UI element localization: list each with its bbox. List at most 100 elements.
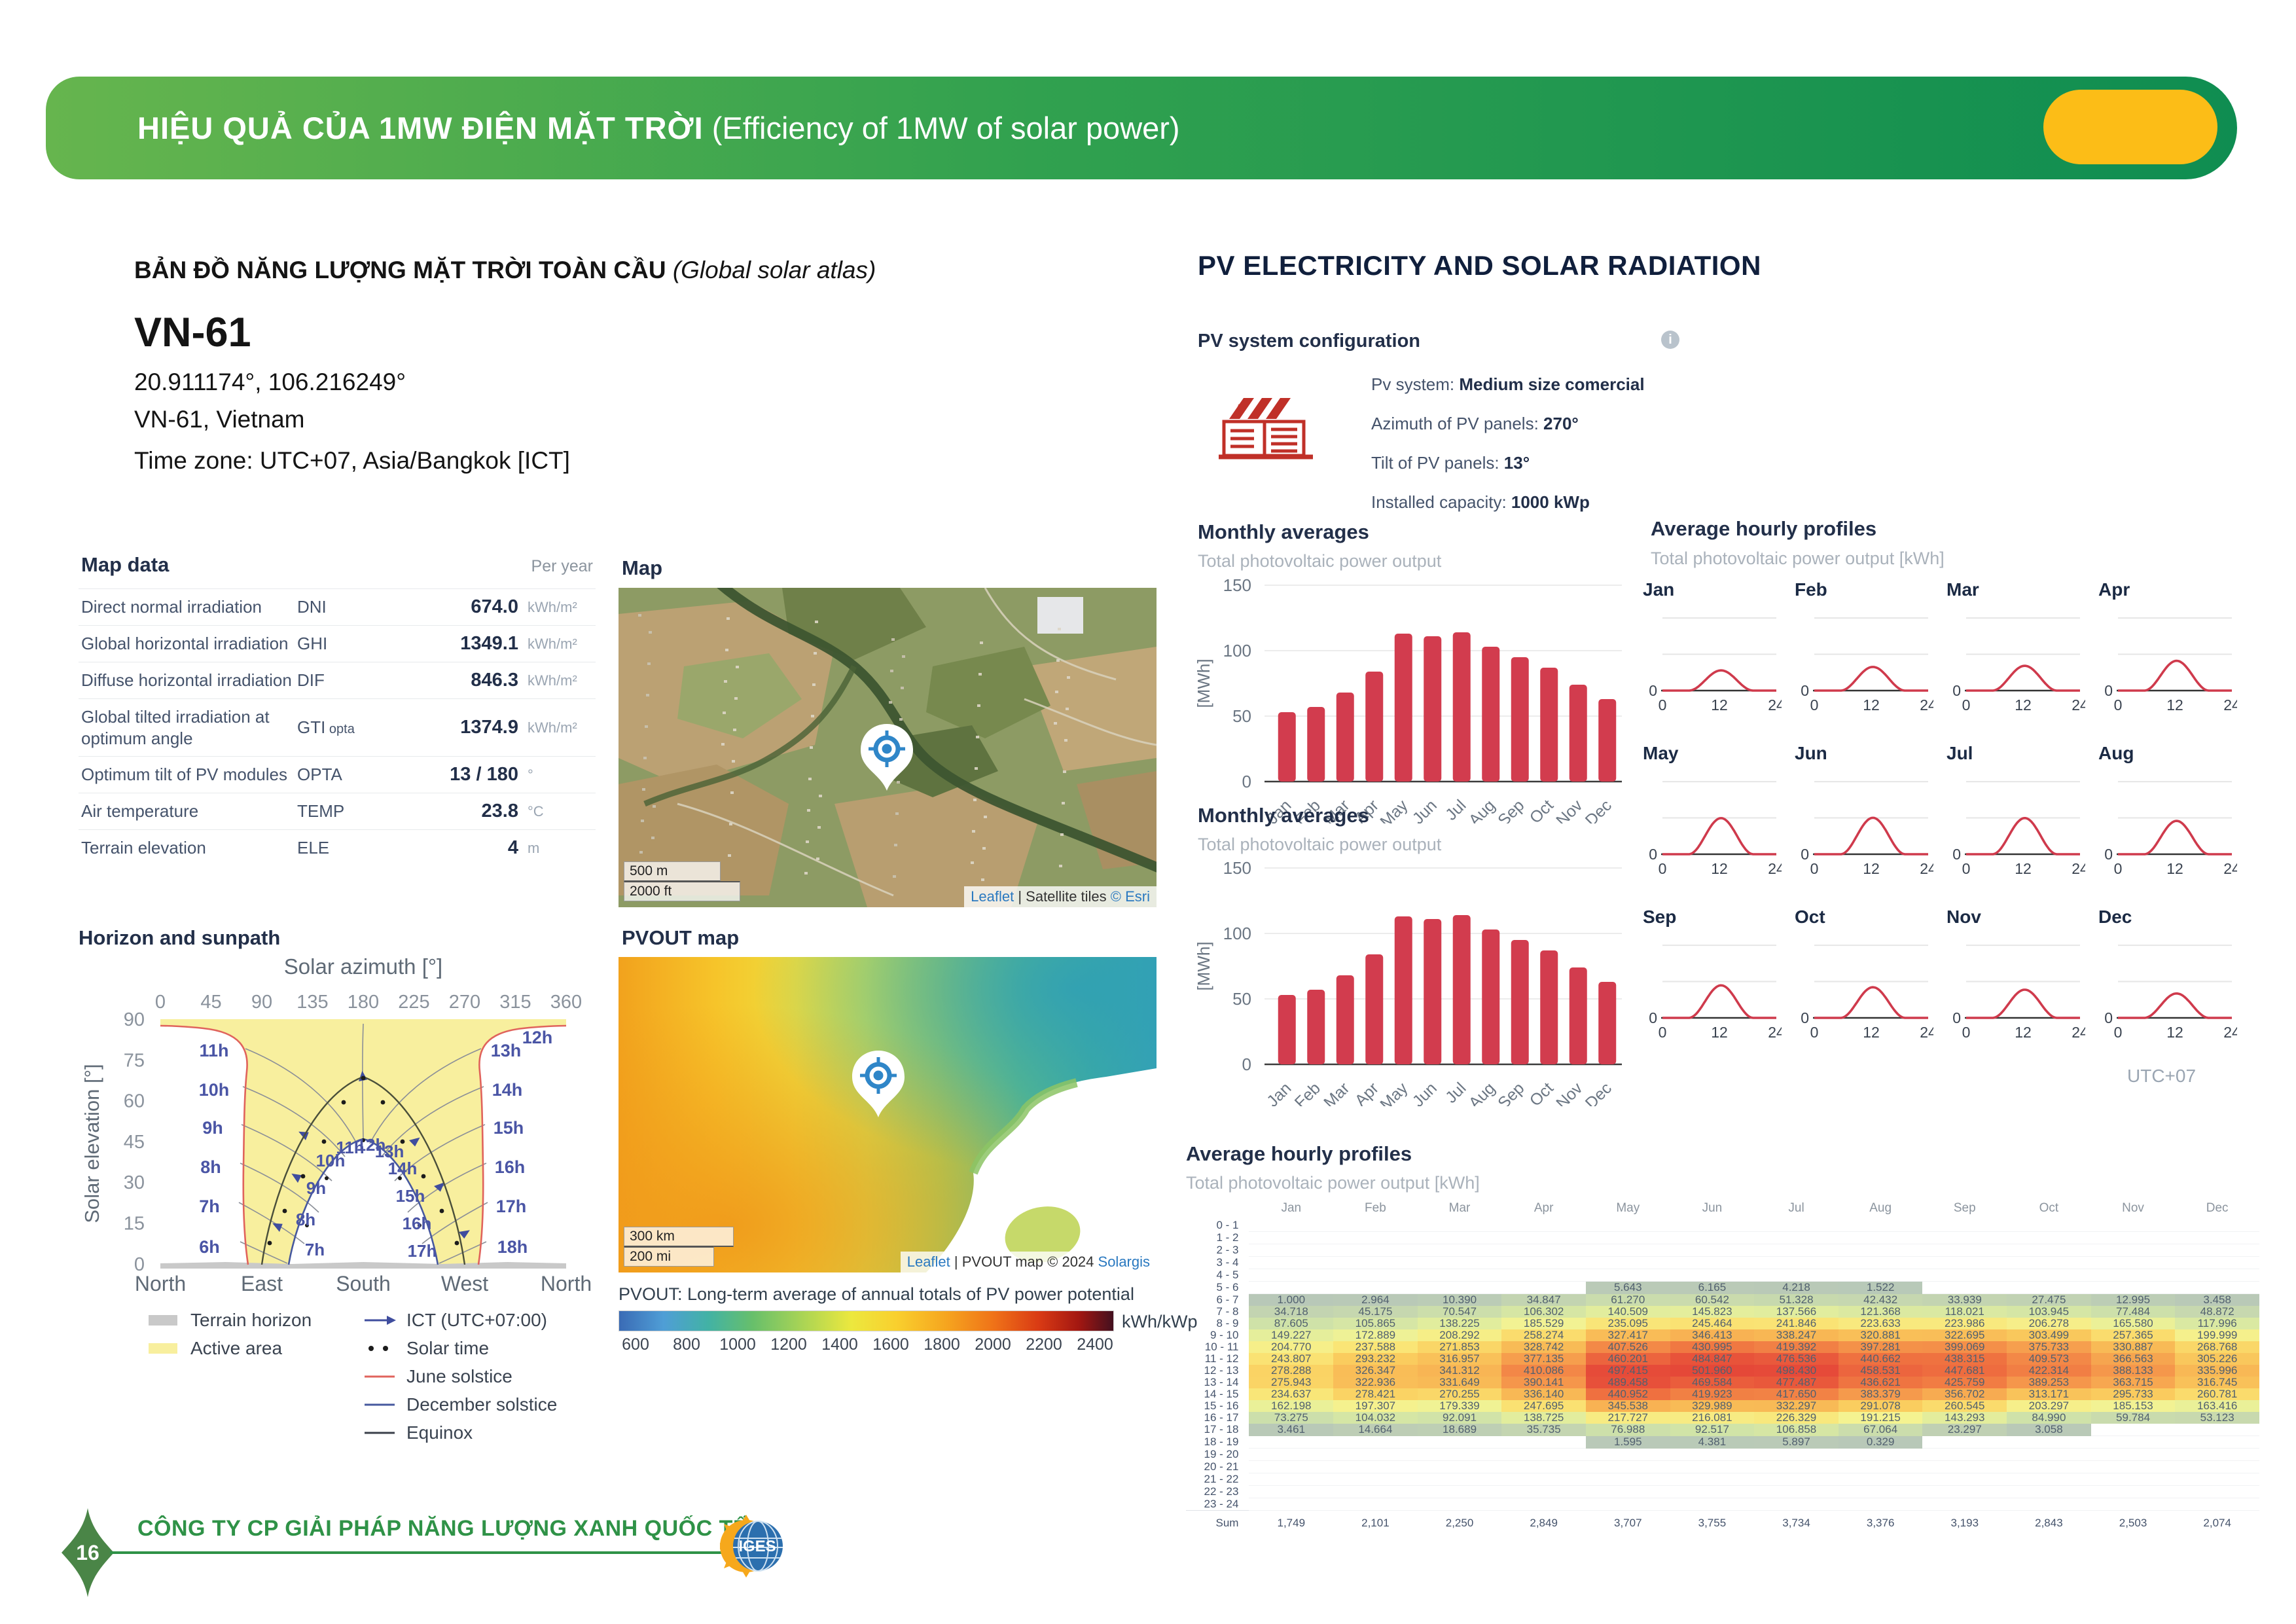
map-data-label: Global horizontal irradiation bbox=[81, 634, 289, 654]
map-data-title: Map data bbox=[81, 553, 170, 576]
heat-table-row: 13 - 14 275.943 322.936 331.649 390.141 489.4… bbox=[1186, 1377, 2259, 1388]
heat-cell bbox=[1922, 1269, 2007, 1282]
heat-cell bbox=[1249, 1498, 1334, 1511]
svg-text:Mar: Mar bbox=[1320, 1079, 1353, 1106]
heat-cell bbox=[1333, 1498, 1418, 1511]
esri-link[interactable]: © Esri bbox=[1110, 888, 1150, 905]
leaflet-link-2[interactable]: Leaflet bbox=[906, 1254, 950, 1270]
svg-text:12: 12 bbox=[1863, 860, 1880, 877]
heat-cell: 377.135 bbox=[1501, 1353, 1586, 1365]
heat-cell: 138.225 bbox=[1417, 1318, 1502, 1329]
heat-cell bbox=[1501, 1498, 1586, 1511]
heat-table-row: 10 - 11 204.770 237.588 271.853 328.742 407.5… bbox=[1186, 1341, 2259, 1353]
heat-cell bbox=[2007, 1256, 2091, 1269]
sunpath-legend: Terrain horizon Active area ICT (UTC+07:0… bbox=[147, 1309, 599, 1444]
heat-cell bbox=[2175, 1435, 2259, 1449]
sunpath-hour-label: 18h bbox=[497, 1237, 528, 1257]
heat-cell bbox=[1417, 1256, 1502, 1269]
heat-table-row: 18 - 19 1.595 4.381 5.897 0.329 bbox=[1186, 1435, 2259, 1449]
hourly-profile-chart: 00 12 24 bbox=[1801, 945, 1937, 1041]
legend-item: Active area bbox=[147, 1337, 363, 1360]
map-data-unit: °C bbox=[528, 803, 544, 820]
heat-cell: 417.650 bbox=[1754, 1388, 1839, 1400]
hourly-profile-chart: 00 12 24 bbox=[2104, 617, 2240, 713]
heat-table-sum-row: Sum 1,749 2,101 2,250 2,849 3,707 3,755 3,734 3,… bbox=[1186, 1510, 2259, 1529]
heat-cell bbox=[2090, 1473, 2176, 1486]
map-data-row: Diffuse horizontal irradiation DIF 846.3 kW… bbox=[79, 662, 596, 698]
map-data-value: 1349.1 bbox=[460, 633, 518, 654]
info-icon[interactable]: i bbox=[1661, 331, 1679, 349]
heat-row-label: 12 - 13 bbox=[1204, 1364, 1239, 1377]
heat-cell: 410.086 bbox=[1501, 1365, 1586, 1377]
heat-cell: 77.484 bbox=[2090, 1306, 2176, 1318]
solargis-link[interactable]: Solargis bbox=[1098, 1254, 1150, 1270]
svg-text:150: 150 bbox=[1223, 576, 1251, 595]
svg-text:0: 0 bbox=[1801, 682, 1809, 699]
svg-text:0: 0 bbox=[1801, 1009, 1809, 1026]
map-data-code-sub: opta bbox=[325, 722, 355, 736]
svg-text:0: 0 bbox=[1952, 682, 1961, 699]
heat-table-row: 15 - 16 162.198 197.307 179.339 247.695 345.5… bbox=[1186, 1400, 2259, 1412]
pv-config-value: Medium size comercial bbox=[1459, 374, 1645, 394]
heat-cell: 322.936 bbox=[1333, 1377, 1418, 1388]
heat-cell bbox=[1922, 1281, 2007, 1294]
heat-cell bbox=[1585, 1448, 1670, 1461]
heat-cell: 469.584 bbox=[1670, 1377, 1755, 1388]
map-data-code: DNI bbox=[297, 597, 327, 617]
heat-cell bbox=[1838, 1473, 1923, 1486]
map-data-value: 846.3 bbox=[471, 670, 518, 691]
pvout-map[interactable]: 300 km 200 mi Leaflet | PVOUT map © 2024… bbox=[619, 957, 1157, 1272]
sunpath-hour-label: 8h bbox=[200, 1157, 221, 1177]
sunpath-hour-label: 15h bbox=[493, 1118, 524, 1138]
heat-cell: 185.153 bbox=[2090, 1400, 2176, 1412]
map-title: Map bbox=[622, 556, 662, 579]
village-specks bbox=[638, 614, 1070, 881]
heat-cell: 305.226 bbox=[2175, 1353, 2259, 1365]
sunpath-hour-label: 11h bbox=[336, 1138, 364, 1157]
svg-text:Jul: Jul bbox=[1442, 1079, 1469, 1106]
sunpath-hour-label: 16h bbox=[495, 1157, 526, 1177]
heat-row-label: 11 - 12 bbox=[1204, 1352, 1239, 1365]
heat-cell: 328.742 bbox=[1501, 1341, 1586, 1353]
river-branch bbox=[643, 664, 857, 807]
map-data-code: OPTA bbox=[297, 765, 342, 784]
heat-cell bbox=[1501, 1448, 1586, 1461]
map-data-value: 4 bbox=[507, 837, 518, 858]
heat-cell bbox=[1249, 1219, 1334, 1232]
heat-cell bbox=[1585, 1231, 1670, 1244]
svg-text:IGES: IGES bbox=[738, 1538, 776, 1555]
heat-cell: 293.232 bbox=[1333, 1353, 1418, 1365]
heat-table-row: 20 - 21 bbox=[1186, 1460, 2259, 1473]
heat-cell bbox=[1249, 1231, 1334, 1244]
heat-cell: 92.091 bbox=[1417, 1412, 1502, 1424]
svg-text:Oct: Oct bbox=[1526, 796, 1557, 823]
heat-cell bbox=[1249, 1244, 1334, 1257]
leaflet-link[interactable]: Leaflet bbox=[971, 888, 1014, 905]
heat-cell bbox=[2090, 1498, 2176, 1511]
heat-col-header: Nov bbox=[2122, 1201, 2144, 1215]
heat-cell bbox=[1838, 1448, 1923, 1461]
satellite-map[interactable]: 500 m 2000 ft Leaflet | Satellite tiles … bbox=[619, 588, 1157, 907]
heat-cell bbox=[1249, 1256, 1334, 1269]
heat-cell bbox=[1333, 1435, 1418, 1449]
heat-cell: 1.000 bbox=[1249, 1293, 1334, 1306]
pvout-pin-icon bbox=[852, 1051, 905, 1117]
heat-cell: 330.887 bbox=[2090, 1341, 2176, 1353]
pv-config-line: Tilt of PV panels: 13° bbox=[1371, 453, 1645, 473]
heat-cell: 275.943 bbox=[1249, 1377, 1334, 1388]
heat-cell bbox=[1838, 1460, 1923, 1473]
heat-cell: 106.302 bbox=[1501, 1306, 1586, 1318]
hourly-profile-month: Jan bbox=[1643, 579, 1675, 600]
sum-cell: 3,707 bbox=[1585, 1510, 1670, 1529]
heat-cell: 34.847 bbox=[1501, 1293, 1586, 1306]
pv-config-label: Installed capacity: bbox=[1371, 492, 1511, 512]
hourly-profile-cell: Sep 0 0 12 24 bbox=[1643, 907, 1795, 1070]
heat-cell bbox=[1417, 1281, 1502, 1294]
svg-text:0: 0 bbox=[1810, 1024, 1819, 1041]
colorbar-tick: 2400 bbox=[1077, 1335, 1113, 1354]
svg-text:0: 0 bbox=[1952, 846, 1961, 863]
swatch-swatch-icon bbox=[149, 1343, 177, 1354]
sunpath-hour-label: 9h bbox=[202, 1118, 223, 1138]
heat-cell bbox=[1670, 1473, 1755, 1486]
heat-cell bbox=[2007, 1219, 2091, 1232]
